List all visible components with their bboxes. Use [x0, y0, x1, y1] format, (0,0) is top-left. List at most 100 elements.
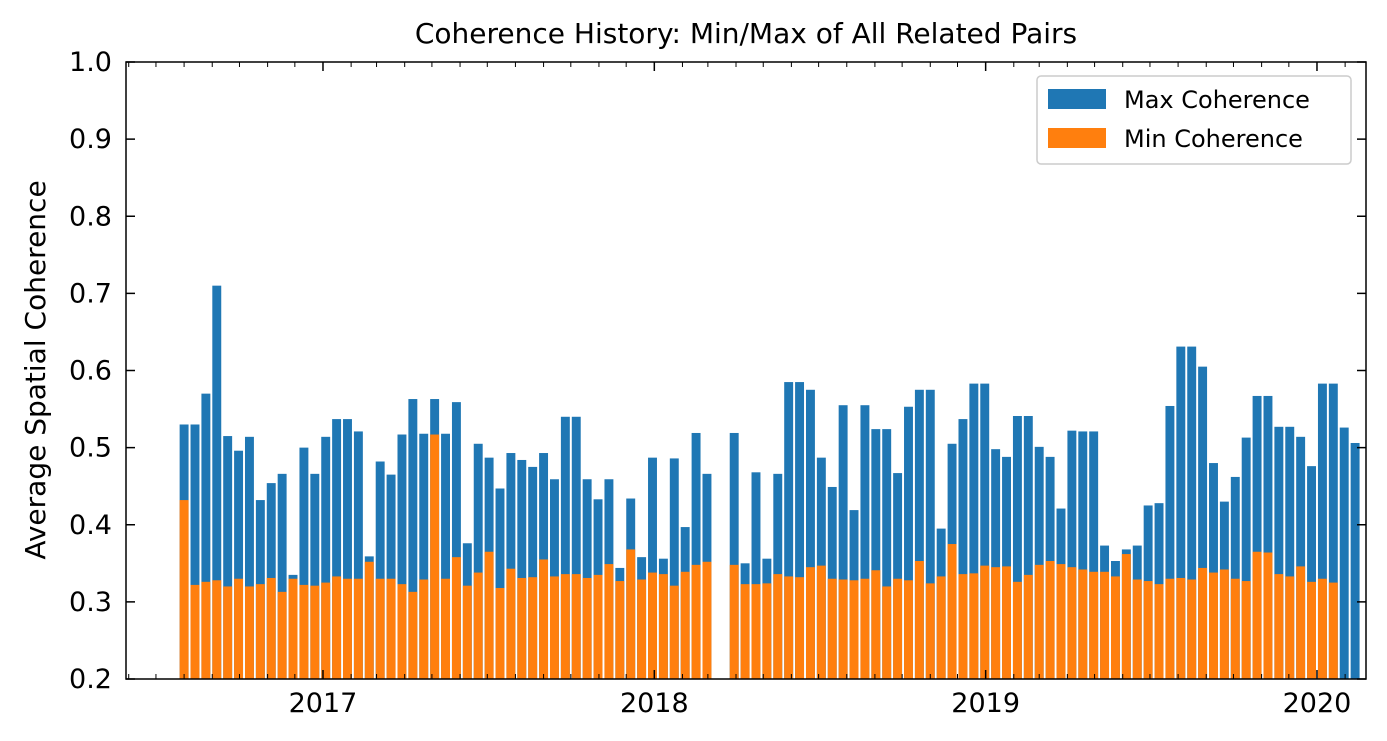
- bar-min: [462, 585, 472, 679]
- bar-max: [805, 389, 815, 679]
- bar-min: [441, 578, 450, 679]
- bar-max: [969, 383, 979, 679]
- bar-max: [201, 393, 211, 679]
- bar-min: [179, 500, 189, 679]
- bar-min: [1078, 569, 1088, 679]
- bar-min: [1317, 578, 1327, 679]
- bar-max: [904, 406, 913, 679]
- bar-max: [871, 429, 881, 679]
- y-tick-label: 0.3: [69, 587, 112, 618]
- bar-max: [980, 383, 990, 679]
- bar-min: [484, 551, 494, 679]
- bar-min: [190, 584, 200, 679]
- bar-min: [201, 581, 211, 679]
- bar-max: [571, 416, 581, 679]
- bar-max: [495, 488, 505, 679]
- bar-min: [277, 591, 287, 679]
- bar-max: [893, 473, 903, 679]
- bar-max: [1296, 436, 1306, 679]
- bar-max: [244, 436, 254, 679]
- bar-min: [1219, 569, 1229, 679]
- bar-min: [893, 578, 903, 679]
- bar-max: [991, 449, 1001, 679]
- bar-max: [1187, 346, 1197, 679]
- bar-min: [1045, 560, 1055, 679]
- bar-max: [1339, 427, 1349, 679]
- bar-max: [1198, 366, 1208, 679]
- bar-min: [947, 544, 957, 679]
- bar-min: [473, 572, 483, 679]
- bar-min: [751, 584, 761, 679]
- bar-max: [321, 436, 331, 679]
- bar-max: [1307, 466, 1317, 679]
- bar-max: [419, 433, 429, 679]
- bar-min: [1110, 576, 1120, 679]
- y-tick-label: 0.8: [69, 201, 112, 232]
- bar-min: [1154, 584, 1164, 679]
- bar-min: [386, 578, 396, 679]
- bar-max: [1209, 463, 1218, 679]
- bar-min: [364, 561, 374, 679]
- x-tick-label: 2018: [620, 688, 689, 719]
- bar-max: [860, 405, 870, 679]
- bar-min: [1241, 581, 1251, 679]
- bar-max: [386, 474, 396, 679]
- bar-max: [669, 458, 679, 679]
- bar-min: [234, 578, 244, 679]
- bar-min: [1121, 554, 1131, 679]
- bar-max: [397, 434, 407, 679]
- bar-min: [310, 585, 320, 679]
- y-axis-label: Average Spatial Coherence: [19, 180, 52, 559]
- bar-min: [991, 567, 1001, 679]
- bar-max: [190, 424, 200, 679]
- y-tick-label: 0.9: [69, 124, 112, 155]
- bar-min: [299, 584, 309, 679]
- bar-min: [255, 584, 265, 679]
- bar-min: [571, 574, 581, 679]
- bar-min: [1023, 574, 1033, 679]
- bar-min: [680, 571, 690, 679]
- bar-min: [871, 570, 881, 679]
- bar-min: [658, 574, 668, 679]
- bar-max: [234, 450, 244, 679]
- legend-box: [1036, 75, 1352, 165]
- bar-max: [310, 473, 320, 679]
- bar-max: [223, 436, 233, 679]
- bar-max: [212, 285, 222, 679]
- bar-min: [397, 584, 407, 679]
- bar-min: [702, 561, 712, 679]
- bar-min: [762, 583, 772, 679]
- bar-min: [1285, 576, 1295, 679]
- bar-min: [582, 577, 592, 679]
- bar-max: [1067, 430, 1077, 679]
- bar-min: [838, 579, 848, 679]
- y-tick-label: 0.4: [69, 510, 112, 541]
- bar-min: [375, 578, 385, 679]
- bar-min: [593, 574, 603, 679]
- bar-min: [1274, 574, 1284, 679]
- bar-min: [1165, 578, 1175, 679]
- bar-min: [1209, 572, 1218, 679]
- bar-max: [1328, 383, 1338, 679]
- bar-min: [637, 579, 647, 679]
- bar-min: [1100, 571, 1110, 679]
- bar-max: [343, 419, 352, 679]
- bar-min: [784, 576, 794, 679]
- bar-min: [244, 586, 254, 679]
- legend-swatch-max: [1048, 89, 1106, 109]
- bar-min: [626, 549, 636, 679]
- chart-title: Coherence History: Min/Max of All Relate…: [415, 17, 1077, 50]
- bar-max: [914, 389, 924, 679]
- bar-min: [1296, 566, 1306, 679]
- bar-min: [969, 573, 979, 679]
- bar-min: [980, 565, 990, 679]
- bar-min: [408, 591, 418, 679]
- bar-min: [1230, 578, 1240, 679]
- bar-min: [805, 567, 815, 679]
- bar-min: [1056, 564, 1066, 679]
- bar-max: [691, 432, 701, 679]
- bar-min: [904, 580, 913, 679]
- bar-min: [925, 583, 935, 679]
- bar-max: [528, 466, 538, 679]
